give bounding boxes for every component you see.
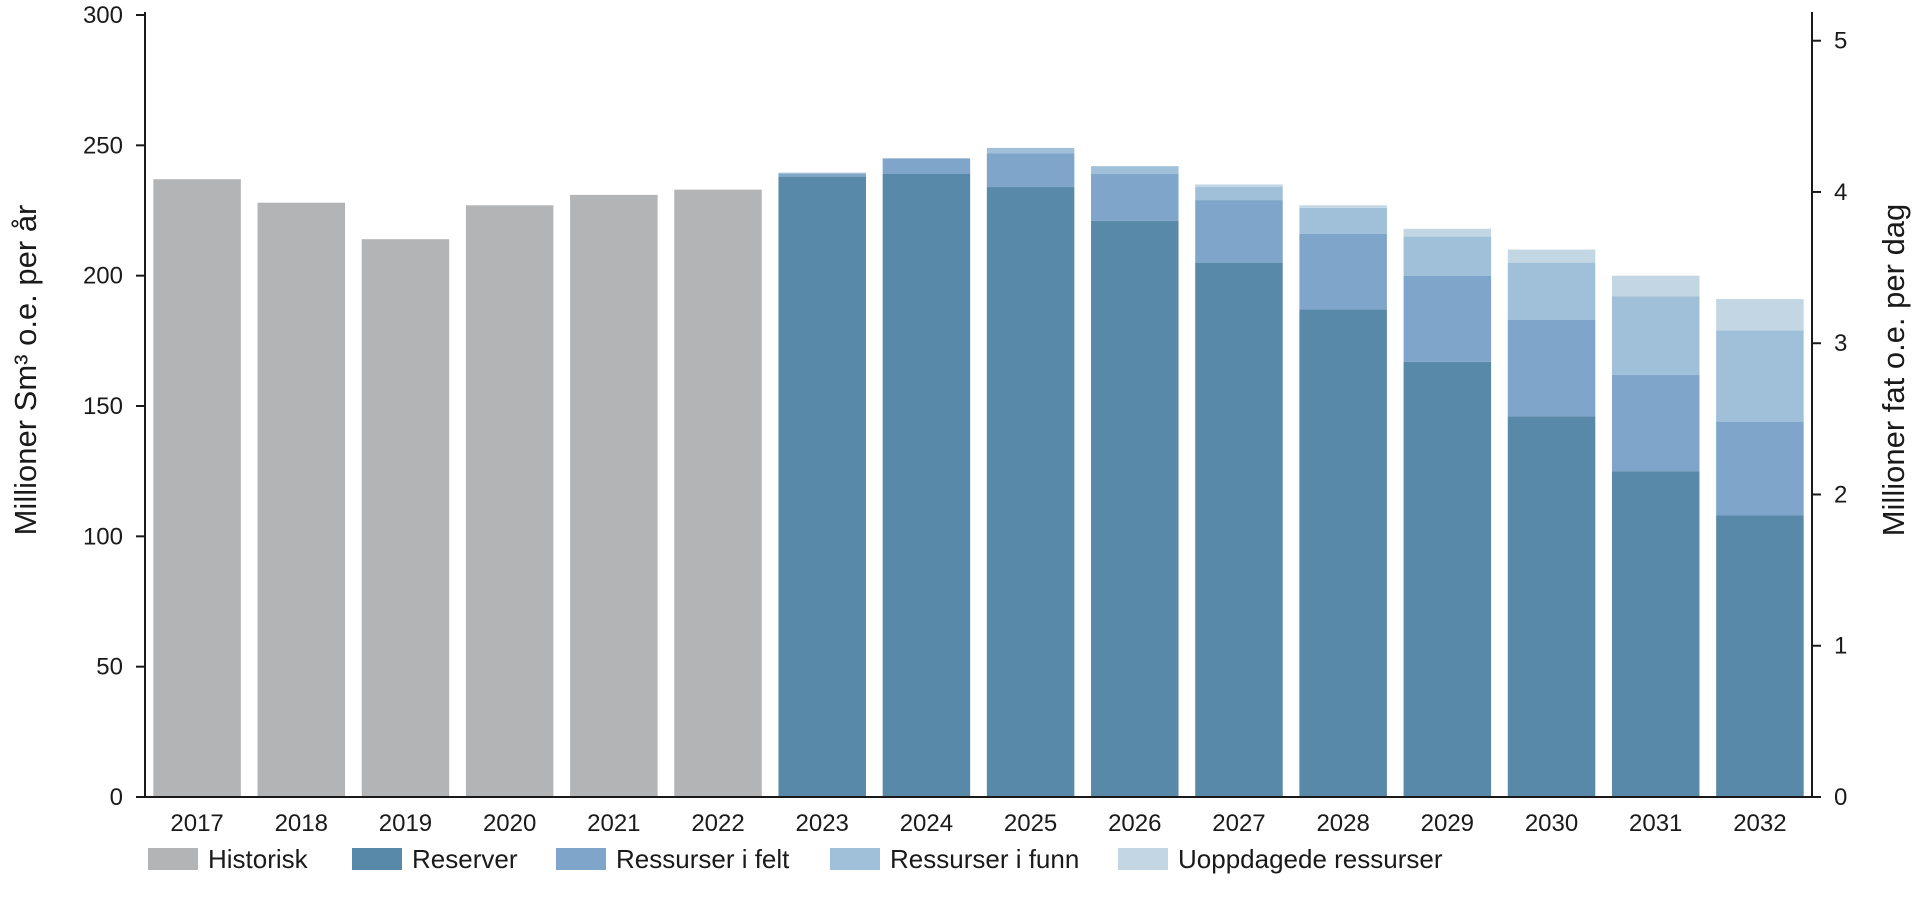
bar-2032-series-1 — [1716, 515, 1804, 797]
bar-2032-series-3 — [1716, 330, 1804, 422]
legend-swatch-0 — [148, 848, 198, 870]
bar-2029-series-2 — [1403, 275, 1492, 362]
x-tick-label: 2032 — [1733, 810, 1786, 837]
x-tick-label: 2022 — [691, 810, 744, 837]
bar-2029-series-3 — [1403, 236, 1492, 276]
legend-label-4: Uoppdagede ressurser — [1178, 844, 1443, 874]
bar-2024-series-2 — [882, 158, 971, 175]
bar-2028-series-4 — [1299, 205, 1387, 208]
legend-swatch-4 — [1118, 848, 1168, 870]
bar-2017-series-0 — [153, 179, 241, 798]
y-axis-title-left: Millioner Sm³ o.e. per år — [8, 205, 43, 536]
bar-2027-series-4 — [1195, 184, 1283, 188]
bar-2030-series-2 — [1507, 319, 1596, 417]
y-tick-label-right: 4 — [1834, 179, 1847, 206]
y-tick-label-right: 5 — [1834, 28, 1847, 55]
axes-group: 2017 2018 2019 2020 2021 2022 2023 2024 2025 2026… — [83, 2, 1847, 837]
x-tick-label: 2024 — [900, 810, 953, 837]
x-tick-label: 2028 — [1316, 810, 1369, 837]
legend-swatch-1 — [352, 848, 402, 870]
y-tick-label-right: 3 — [1834, 330, 1847, 357]
bar-2021-series-0 — [570, 194, 658, 798]
legend-swatch-3 — [830, 848, 880, 870]
bar-2031-series-2 — [1611, 374, 1700, 472]
bar-2022-series-0 — [674, 189, 762, 797]
bar-2032-series-2 — [1716, 421, 1804, 516]
bar-2026-series-2 — [1091, 174, 1179, 221]
y-tick-label-right: 2 — [1834, 481, 1847, 508]
y-tick-label-right: 1 — [1834, 633, 1847, 660]
legend-label-2: Ressurser i felt — [616, 844, 790, 874]
bar-2025-series-2 — [986, 153, 1075, 188]
bar-2023-series-3 — [778, 172, 866, 175]
bar-2028-series-1 — [1299, 309, 1387, 797]
y-tick-label-left: 50 — [96, 654, 123, 681]
bar-2031-series-3 — [1611, 296, 1700, 375]
bars-group — [153, 147, 1804, 798]
y-tick-label-left: 300 — [83, 2, 123, 29]
legend-swatch-2 — [556, 848, 606, 870]
bar-2023-series-1 — [778, 176, 866, 797]
legend-label-0: Historisk — [208, 844, 309, 874]
bar-2026-series-1 — [1091, 220, 1179, 798]
x-tick-label: 2026 — [1108, 810, 1161, 837]
x-tick-label: 2017 — [170, 810, 223, 837]
x-tick-label: 2029 — [1421, 810, 1474, 837]
bar-2023-series-2 — [778, 174, 866, 177]
bar-2031-series-1 — [1611, 471, 1700, 797]
y-tick-label-left: 200 — [83, 263, 123, 290]
y-tick-label-right: 0 — [1834, 784, 1847, 811]
bar-2025-series-1 — [986, 187, 1075, 798]
x-tick-label: 2019 — [379, 810, 432, 837]
y-tick-label-left: 100 — [83, 523, 123, 550]
bar-2025-series-3 — [986, 147, 1075, 154]
x-tick-label: 2023 — [796, 810, 849, 837]
bar-2027-series-2 — [1195, 200, 1283, 263]
bar-2018-series-0 — [257, 202, 346, 797]
legend-label-3: Ressurser i funn — [890, 844, 1079, 874]
y-axis-title-right: Millioner fat o.e. per dag — [1876, 204, 1911, 537]
bar-2031-series-4 — [1611, 275, 1700, 297]
bar-2030-series-1 — [1507, 416, 1596, 797]
y-tick-label-left: 0 — [110, 784, 123, 811]
bar-2030-series-3 — [1507, 262, 1596, 320]
bar-2027-series-3 — [1195, 187, 1283, 201]
bar-2028-series-2 — [1299, 233, 1387, 310]
x-tick-label: 2020 — [483, 810, 536, 837]
bar-2029-series-1 — [1403, 361, 1492, 797]
bar-2020-series-0 — [465, 205, 554, 797]
x-tick-label: 2021 — [587, 810, 640, 837]
y-tick-label-left: 150 — [83, 393, 123, 420]
x-tick-label: 2030 — [1525, 810, 1578, 837]
x-tick-label: 2025 — [1004, 810, 1057, 837]
bar-2019-series-0 — [361, 239, 450, 797]
bar-2026-series-3 — [1091, 166, 1179, 175]
bar-2028-series-3 — [1299, 207, 1387, 234]
bar-2027-series-1 — [1195, 262, 1283, 798]
bar-2029-series-4 — [1403, 228, 1492, 237]
legend-label-1: Reserver — [412, 844, 518, 874]
bar-2032-series-4 — [1716, 299, 1804, 331]
y-tick-label-left: 250 — [83, 132, 123, 159]
bar-2024-series-1 — [882, 174, 971, 798]
x-tick-label: 2018 — [275, 810, 328, 837]
bar-2030-series-4 — [1507, 249, 1596, 263]
x-tick-label: 2031 — [1629, 810, 1682, 837]
x-tick-label: 2027 — [1212, 810, 1265, 837]
legend: Historisk Reserver Ressurser i felt Ressurs… — [148, 844, 1443, 874]
